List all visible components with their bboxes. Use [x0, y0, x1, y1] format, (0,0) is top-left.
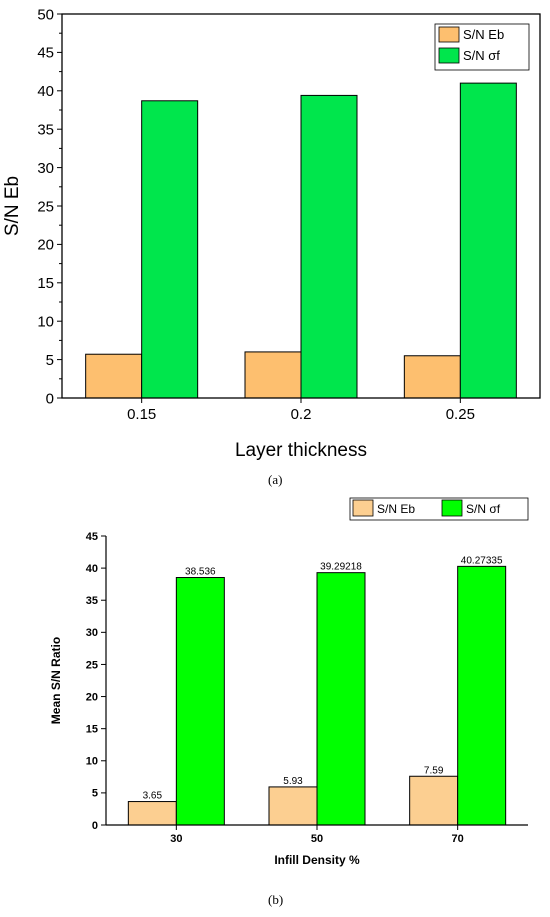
y-tick-label: 10 [37, 313, 54, 330]
y-tick-label: 0 [46, 390, 54, 407]
chart-b: 3.65 5.93 7.59 38.536 39.29218 40.27335 0 5 10 15… [49, 497, 529, 867]
chart-a: 0 5 10 15 20 25 30 35 40 45 50 0.15 0.2 0.25 Layer thi… [2, 6, 541, 461]
y-tick-label: 25 [86, 659, 98, 671]
data-label: 3.65 [143, 791, 163, 802]
y-tick-label: 25 [37, 198, 54, 215]
legend: S/N Eb S/N σf [349, 497, 529, 521]
legend-swatch-eb [352, 499, 374, 517]
data-label: 5.93 [283, 776, 303, 787]
y-tick-label: 20 [37, 237, 54, 254]
x-tick-label: 0.25 [446, 406, 475, 423]
x-tick-label: 0.2 [291, 406, 312, 423]
x-tick-label: 0.15 [127, 406, 156, 423]
legend-label-sigma: S/N σf [466, 502, 501, 516]
legend-label-eb: S/N Eb [463, 27, 504, 42]
legend-label-eb: S/N Eb [377, 502, 415, 516]
y-axis-label: S/N Eb [2, 176, 23, 236]
y-tick-label: 0 [92, 820, 98, 832]
x-axis-label: Infill Density % [274, 853, 360, 867]
bar-eb-30 [127, 801, 177, 826]
y-tick-label: 5 [92, 788, 98, 800]
bar-sigma-70 [457, 565, 507, 826]
bar-eb-0.15 [85, 353, 143, 399]
x-tick-label: 30 [170, 833, 182, 845]
x-tick-label: 50 [311, 833, 323, 845]
bar-sigma-30 [175, 577, 225, 826]
bar-sigma-0.15 [141, 100, 199, 399]
caption-a: (a) [268, 472, 283, 487]
y-tick-label: 35 [37, 121, 54, 138]
legend-swatch-sigma [441, 499, 463, 517]
data-label: 39.29218 [320, 562, 362, 573]
bar-sigma-0.2 [300, 94, 358, 399]
y-tick-label: 45 [86, 531, 98, 543]
y-tick-label: 30 [86, 627, 98, 639]
bar-eb-70 [409, 775, 459, 826]
y-tick-label: 15 [37, 275, 54, 292]
data-label: 40.27335 [461, 555, 503, 566]
y-tick-label: 30 [37, 160, 54, 177]
bar-eb-0.25 [403, 355, 461, 399]
legend: S/N Eb S/N σf [434, 23, 530, 71]
y-tick-label: 50 [37, 6, 54, 23]
y-tick-label: 40 [86, 563, 98, 575]
bar-eb-0.2 [244, 351, 302, 399]
x-axis-label: Layer thickness [235, 440, 367, 461]
data-label: 38.536 [185, 567, 216, 578]
y-tick-label: 20 [86, 691, 98, 703]
y-tick-label: 5 [46, 352, 54, 369]
legend-label-sigma: S/N σf [463, 48, 500, 63]
bar-sigma-0.25 [459, 82, 517, 399]
y-tick-label: 10 [86, 756, 98, 768]
y-tick-label: 40 [37, 83, 54, 100]
bar-sigma-50 [316, 572, 366, 826]
y-tick-label: 35 [86, 595, 98, 607]
x-tick-label: 70 [452, 833, 464, 845]
caption-b: (b) [268, 892, 284, 907]
legend-swatch-sigma [438, 47, 460, 64]
legend-swatch-eb [438, 26, 460, 43]
data-label: 7.59 [424, 765, 444, 776]
bar-eb-50 [268, 786, 318, 826]
y-tick-label: 45 [37, 45, 54, 62]
legend-box [349, 497, 529, 521]
y-tick-label: 15 [86, 724, 98, 736]
y-axis-label: Mean S/N Ratio [49, 637, 63, 724]
